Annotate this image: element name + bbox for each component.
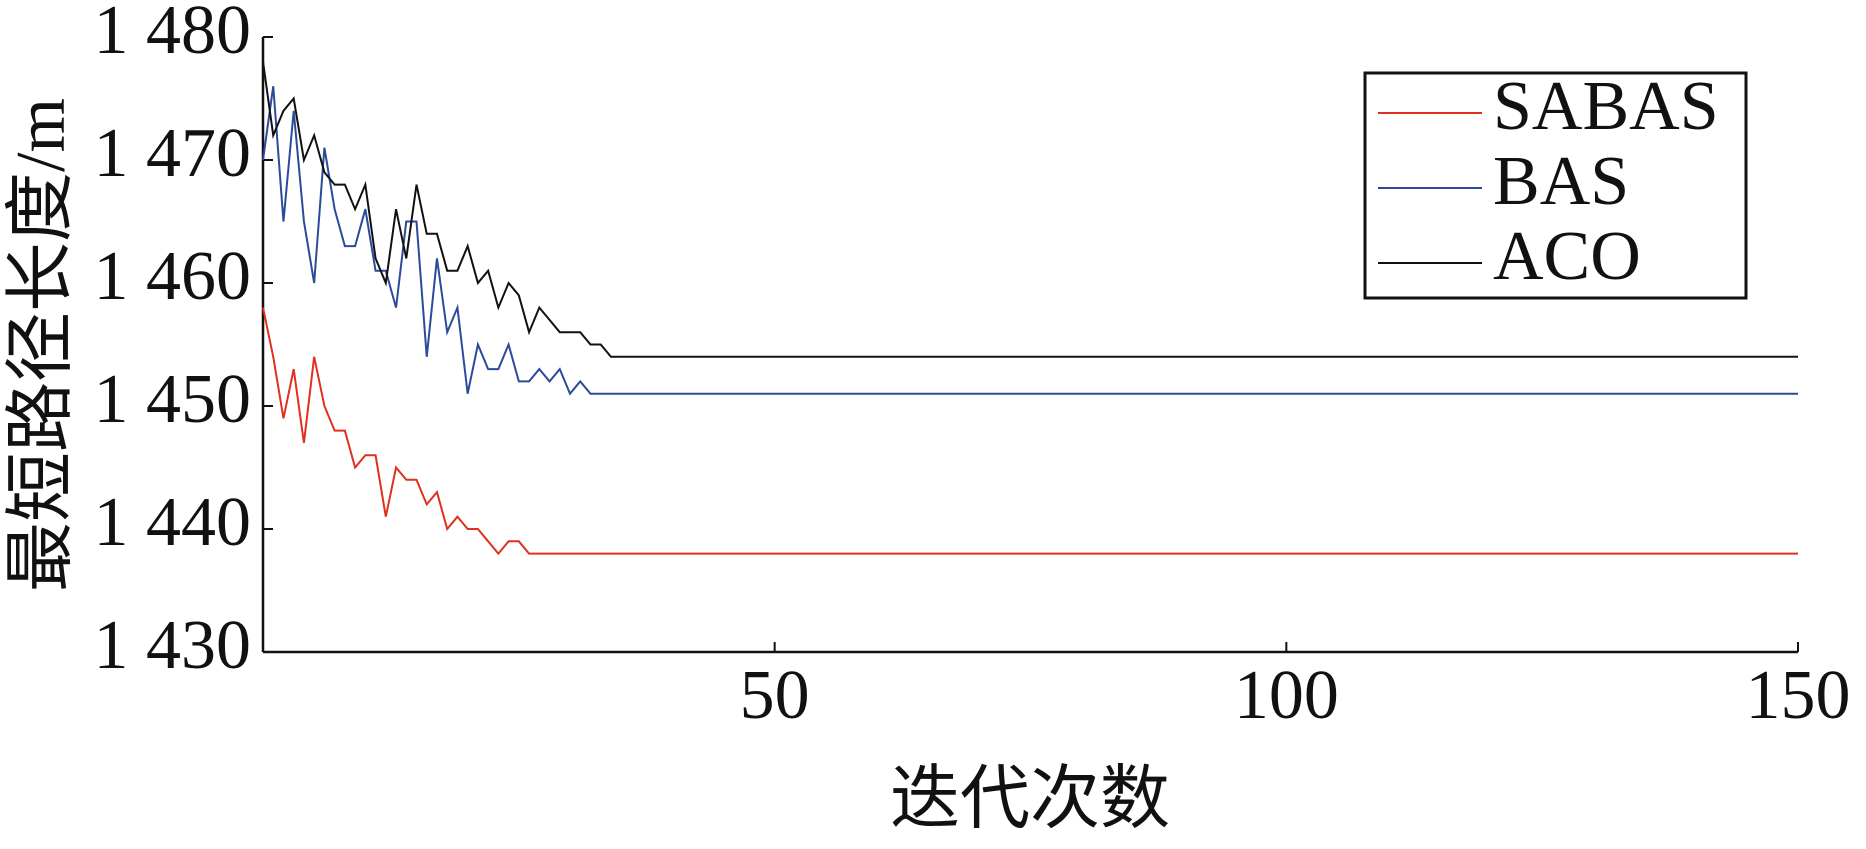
legend-label: ACO — [1493, 218, 1641, 295]
x-tick-label: 50 — [740, 657, 810, 734]
y-tick-label: 1 480 — [94, 0, 252, 69]
data-line — [262, 307, 1798, 556]
x-tick-label: 100 — [1234, 657, 1339, 734]
y-axis-label: 最短路径长度/m — [3, 98, 80, 592]
y-tick-label: 1 430 — [94, 607, 252, 684]
y-tick-label: 1 450 — [94, 361, 252, 438]
data-line — [262, 86, 1798, 396]
y-tick-label: 1 460 — [94, 238, 252, 315]
data-line — [262, 61, 1798, 358]
y-tick-label: 1 470 — [94, 115, 252, 192]
y-tick-label: 1 440 — [94, 484, 252, 561]
legend-box — [1363, 71, 1748, 300]
legend-label: SABAS — [1493, 68, 1719, 145]
legend-label: BAS — [1493, 143, 1629, 220]
x-axis-label: 迭代次数 — [890, 761, 1170, 838]
x-tick-label: 150 — [1746, 657, 1851, 734]
